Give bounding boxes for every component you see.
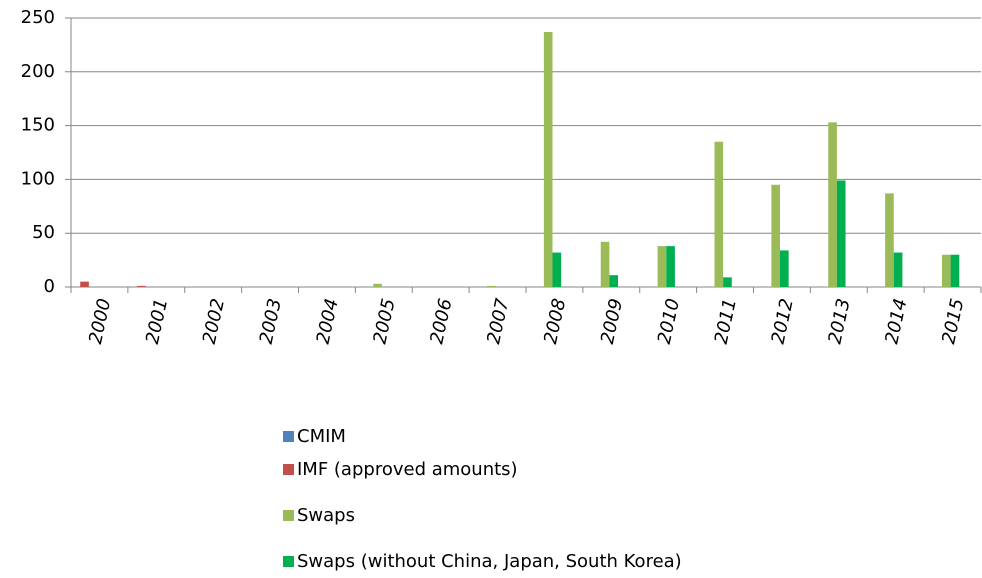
bar [771,184,781,287]
x-tick-label: 2000 [85,297,115,346]
bar [543,31,553,287]
bar [666,246,675,287]
y-tick-label: 250 [21,7,55,28]
bar [714,141,724,287]
bar [941,254,951,287]
bar [80,281,89,287]
x-tick-label: 2014 [881,297,911,346]
bar [780,250,789,287]
legend-label: CMIM [297,426,346,447]
x-tick-label: 2009 [597,297,627,346]
bar [828,122,837,287]
legend-label: Swaps [297,505,355,526]
x-tick-label: 2008 [540,297,570,346]
legend-swatch [283,431,294,442]
bar [373,283,382,287]
bar [950,254,960,287]
x-tick-label: 2010 [654,297,684,346]
x-tick-label: 2002 [199,297,229,346]
bar [893,252,903,287]
legend-label: IMF (approved amounts) [297,459,518,480]
legend-swatch [283,556,294,567]
bar [836,180,846,287]
y-tick-label: 200 [21,61,55,82]
x-tick-label: 2015 [938,297,968,346]
bar [552,252,562,287]
y-tick-label: 150 [21,115,55,136]
legend-swatch [283,510,294,521]
legend-label: Swaps (without China, Japan, South Korea… [297,551,682,572]
y-tick-label: 50 [32,222,55,243]
bar [137,285,146,287]
bar [657,246,667,287]
y-tick-label: 0 [44,276,55,297]
bar [486,285,496,287]
legend-swatch [283,464,294,475]
x-tick-label: 2013 [825,297,855,346]
x-tick-label: 2007 [483,296,513,346]
bar [723,277,732,287]
x-tick-label: 2005 [370,297,400,346]
bar [600,241,610,287]
bar [609,275,619,287]
x-tick-label: 2004 [313,297,343,346]
x-tick-label: 2003 [256,297,286,346]
y-tick-label: 100 [21,168,55,189]
bar [885,193,894,287]
x-tick-label: 2001 [142,297,172,346]
x-tick-label: 2006 [426,297,456,346]
x-tick-label: 2012 [768,297,798,346]
x-tick-label: 2011 [711,297,741,346]
